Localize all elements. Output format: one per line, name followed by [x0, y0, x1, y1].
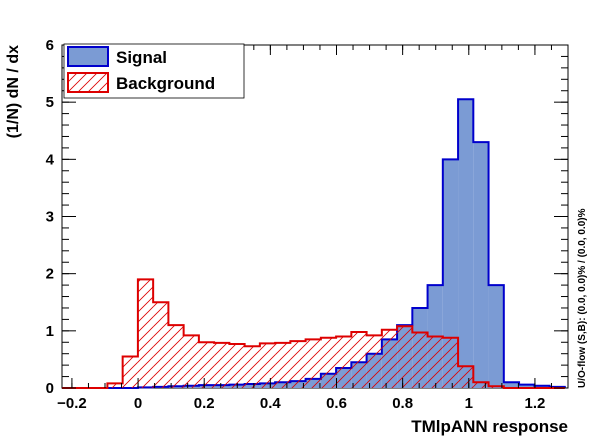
- x-tick-label: 0.2: [194, 395, 215, 412]
- y-tick-label: 5: [46, 94, 54, 111]
- background-bin: [275, 342, 291, 388]
- background-bin: [381, 329, 398, 388]
- y-tick-label: 6: [46, 37, 54, 54]
- background-bin: [229, 343, 245, 388]
- background-bin: [183, 335, 199, 388]
- legend-swatch-signal: [67, 46, 109, 67]
- background-bin: [122, 356, 138, 388]
- y-tick-label: 3: [46, 209, 54, 226]
- signal-bin: [442, 159, 459, 388]
- background-bin: [351, 331, 367, 388]
- background-bin: [244, 346, 260, 388]
- y-tick-label: 2: [46, 266, 54, 283]
- background-bin: [336, 336, 352, 388]
- signal-bin: [534, 385, 550, 388]
- legend-swatch-background: [67, 72, 109, 93]
- signal-bin: [473, 142, 489, 388]
- x-tick-label: 0.8: [392, 395, 413, 412]
- legend: Signal Background: [63, 43, 245, 99]
- signal-bin: [488, 285, 504, 388]
- background-bin: [259, 343, 276, 388]
- background-bin: [168, 325, 184, 388]
- background-bin: [107, 383, 123, 388]
- background-bin: [427, 336, 443, 388]
- background-bin: [458, 366, 474, 388]
- background-bin: [473, 382, 489, 388]
- background-bin: [412, 332, 428, 388]
- background-bin: [137, 279, 154, 388]
- background-outline: [62, 278, 565, 389]
- x-tick-label: 1: [465, 395, 473, 412]
- x-tick-label: 1.2: [524, 395, 545, 412]
- x-tick-label: 0.6: [326, 395, 347, 412]
- background-bin: [442, 337, 459, 388]
- y-tick-label: 0: [46, 380, 54, 397]
- background-bin: [397, 326, 413, 388]
- x-tick-label: −0.2: [57, 395, 87, 412]
- background-series: [62, 278, 565, 389]
- x-tick-label: 0: [134, 395, 142, 412]
- bars-layer: [62, 98, 566, 389]
- background-bin: [320, 337, 337, 388]
- signal-bin: [519, 384, 535, 388]
- y-tick-label: 4: [46, 151, 55, 168]
- y-axis-title: (1/N) dN / dx: [5, 45, 22, 138]
- x-tick-label: 0.4: [260, 395, 282, 412]
- legend-label-signal: Signal: [116, 48, 167, 67]
- y-tick-label: 1: [46, 323, 54, 340]
- legend-label-background: Background: [116, 74, 215, 93]
- background-bin: [366, 335, 382, 388]
- signal-bin: [458, 99, 474, 388]
- background-bin: [153, 302, 169, 388]
- x-axis-title: TMlpANN response: [411, 417, 568, 436]
- overflow-side-label: U/O-flow (S,B): (0.0, 0.0)% / (0.0, 0.0)…: [577, 208, 588, 388]
- background-bin: [305, 339, 321, 388]
- background-bin: [214, 342, 230, 388]
- background-bin: [290, 341, 306, 388]
- signal-bin: [503, 382, 520, 388]
- background-bin: [198, 342, 215, 388]
